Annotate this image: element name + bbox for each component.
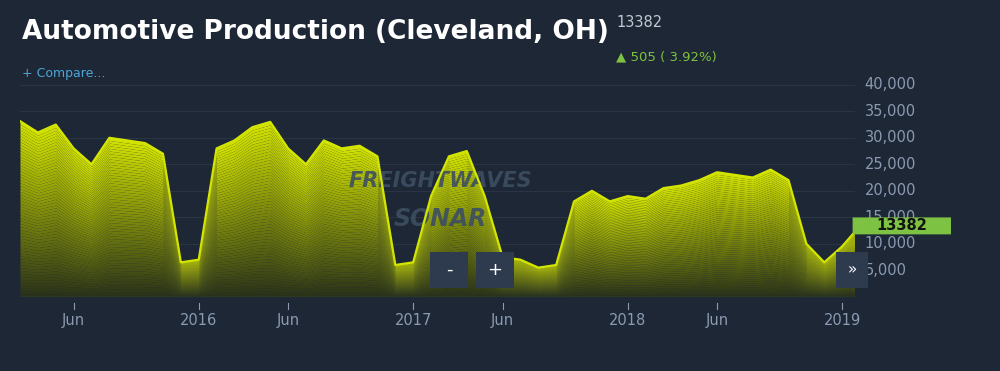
Text: 10,000: 10,000: [865, 236, 916, 251]
Text: Automotive Production (Cleveland, OH): Automotive Production (Cleveland, OH): [22, 19, 609, 45]
Text: Jun: Jun: [62, 313, 85, 328]
Text: SONAR: SONAR: [393, 207, 487, 231]
Text: ▲ 505 ( 3.92%): ▲ 505 ( 3.92%): [616, 50, 717, 63]
Text: 13382: 13382: [876, 219, 927, 233]
Text: »: »: [847, 262, 857, 278]
Text: 30,000: 30,000: [865, 130, 916, 145]
Text: FREIGHTWAVES: FREIGHTWAVES: [348, 171, 532, 191]
Text: Jun: Jun: [705, 313, 729, 328]
Text: -: -: [446, 261, 452, 279]
Text: 2017: 2017: [395, 313, 432, 328]
Text: 2018: 2018: [609, 313, 646, 328]
Text: Jun: Jun: [491, 313, 514, 328]
FancyBboxPatch shape: [853, 217, 951, 234]
Text: 40,000: 40,000: [865, 77, 916, 92]
Text: 25,000: 25,000: [865, 157, 916, 172]
Text: Jun: Jun: [277, 313, 300, 328]
Text: 5,000: 5,000: [865, 263, 907, 278]
Text: 20,000: 20,000: [865, 183, 916, 198]
Text: + Compare...: + Compare...: [22, 67, 105, 80]
Text: 2019: 2019: [824, 313, 861, 328]
Text: 15,000: 15,000: [865, 210, 916, 225]
Text: 13382: 13382: [616, 15, 662, 30]
Text: 35,000: 35,000: [865, 104, 916, 119]
Text: 2016: 2016: [180, 313, 217, 328]
Text: +: +: [488, 261, 503, 279]
